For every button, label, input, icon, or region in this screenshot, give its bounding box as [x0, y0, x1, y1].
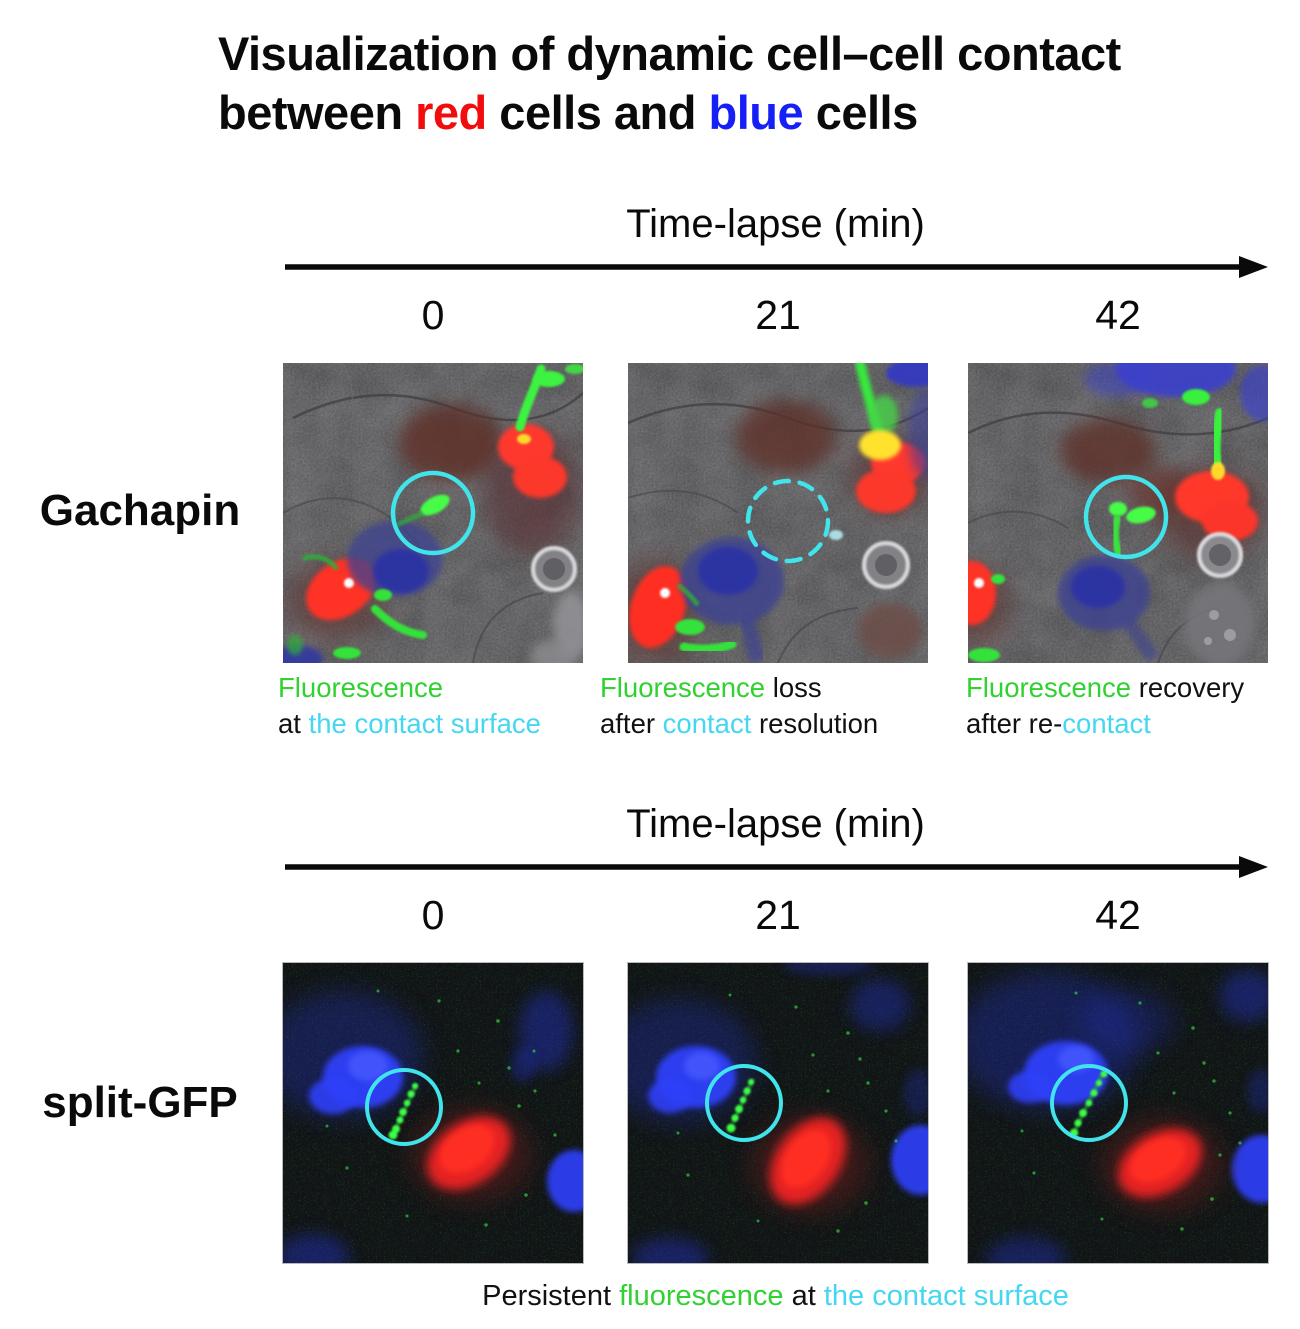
red-cells	[750, 1115, 870, 1215]
tick-splitgfp-0: 0	[421, 892, 445, 938]
text-token: Fluorescence	[966, 672, 1132, 703]
timeline-label-gachapin: Time-lapse (min)	[626, 202, 925, 246]
tick-gachapin-21: 21	[755, 292, 801, 338]
text-token: at	[783, 1280, 824, 1312]
red-cells	[968, 419, 1265, 647]
text-token: between	[218, 86, 416, 140]
gray-cell	[1184, 532, 1256, 663]
arrow-head-icon	[1239, 856, 1268, 878]
green-fluorescence	[1020, 991, 1242, 1231]
caption-gachapin-21min: Fluorescence loss after contact resolutio…	[600, 670, 878, 742]
text-token: the contact surface	[823, 1280, 1069, 1312]
contact-highlight-circle-solid	[1083, 474, 1169, 560]
tick-splitgfp-21: 21	[755, 892, 801, 938]
caption-gachapin-0min: Fluorescence at the contact surface	[278, 670, 541, 742]
arrow-head-icon	[1239, 256, 1268, 278]
green-fluorescence	[325, 989, 557, 1227]
timeline-arrow-splitgfp	[285, 856, 1268, 878]
text-token: after re-	[966, 707, 1063, 739]
blue-cells	[283, 521, 443, 663]
figure-title: Visualization of dynamic cell–cell conta…	[218, 24, 1121, 142]
text-token: cells and	[486, 86, 709, 140]
gray-cell	[858, 541, 922, 659]
green-fluorescence	[968, 389, 1225, 662]
caption-splitgfp-footer: Persistent fluorescence at the contact s…	[283, 1280, 1268, 1313]
text-token: contact	[1062, 707, 1151, 739]
micrograph-gachapin-42min	[968, 363, 1268, 663]
text-token: after	[600, 707, 663, 739]
blue-cells	[680, 363, 928, 663]
blue-cells	[628, 963, 928, 1263]
green-fluorescence	[676, 993, 898, 1233]
text-token: cells	[803, 86, 919, 140]
green-speckles	[1020, 991, 1242, 1231]
red-cells	[1100, 1117, 1224, 1213]
tick-gachapin-0: 0	[421, 292, 445, 338]
text-token: Fluorescence	[600, 672, 766, 703]
text-token: resolution	[751, 707, 879, 739]
text-token: fluorescence	[619, 1280, 784, 1312]
blue-cells	[1058, 363, 1268, 662]
green-speckles	[676, 993, 898, 1233]
micrograph-gachapin-21min	[628, 363, 928, 663]
text-token: the contact surface	[308, 707, 541, 739]
caption-gachapin-42min: Fluorescence recovery after re-contact	[966, 670, 1244, 742]
text-token: contact	[662, 707, 752, 739]
micrograph-splitgfp-21min	[627, 962, 929, 1264]
text-token: Fluorescence	[278, 672, 444, 703]
text-token: loss	[765, 672, 822, 703]
row-label-gachapin: Gachapin	[39, 486, 241, 535]
micrograph-splitgfp-42min	[967, 962, 1269, 1264]
text-token: red	[415, 86, 487, 140]
micrograph-gachapin-0min	[283, 363, 583, 663]
green-fluorescence	[675, 363, 901, 654]
timeline-arrow-gachapin	[285, 256, 1268, 278]
text-token: at	[278, 707, 309, 739]
text-token: Persistent	[482, 1280, 620, 1312]
contact-highlight-circle-solid	[390, 470, 476, 556]
contact-highlight-circle-solid	[1050, 1064, 1128, 1142]
green-fluorescence	[287, 364, 583, 659]
gray-cell	[531, 546, 583, 663]
red-cells	[409, 1107, 533, 1203]
contact-highlight-circle-solid	[365, 1068, 443, 1146]
timeline-label-splitgfp: Time-lapse (min)	[626, 802, 925, 846]
contact-highlight-circle-dashed	[745, 478, 831, 564]
micrograph-splitgfp-0min	[282, 962, 584, 1264]
text-token: Visualization of dynamic cell–cell conta…	[218, 27, 1121, 80]
tick-gachapin-42: 42	[1095, 292, 1141, 338]
row-label-splitgfp: split-GFP	[42, 1078, 238, 1127]
text-token: blue	[708, 86, 804, 140]
blue-cells	[968, 970, 1268, 1263]
tick-splitgfp-42: 42	[1095, 892, 1141, 938]
contact-highlight-circle-solid	[705, 1064, 783, 1142]
green-speckles	[325, 989, 557, 1227]
text-token: recovery	[1131, 672, 1245, 703]
